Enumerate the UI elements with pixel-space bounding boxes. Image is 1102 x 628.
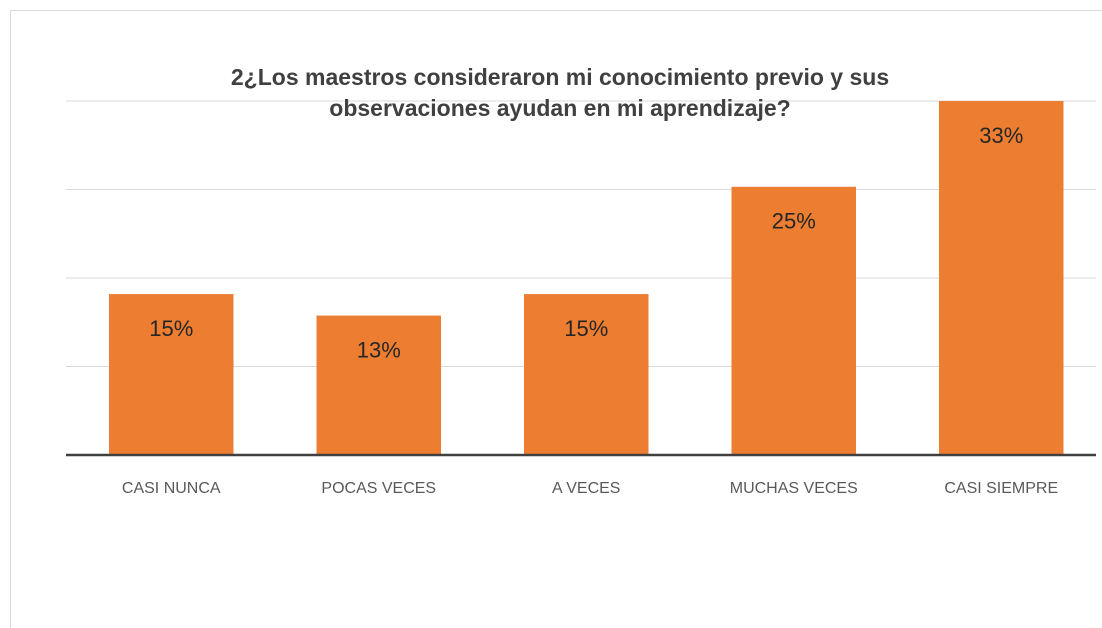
- bar: [731, 186, 856, 455]
- bar: [524, 294, 649, 455]
- chart-title: 2¿Los maestros consideraron mi conocimie…: [230, 64, 890, 121]
- bar: [939, 101, 1064, 455]
- bar: [316, 315, 441, 455]
- x-tick-label: CASI SIEMPRE: [944, 480, 1058, 497]
- chart-border: [10, 10, 1102, 628]
- x-tick-label: POCAS VECES: [321, 480, 436, 497]
- bar: [109, 294, 234, 455]
- data-label: 25%: [772, 209, 816, 234]
- data-label: 13%: [357, 337, 401, 362]
- data-label: 33%: [979, 123, 1023, 148]
- data-label: 15%: [564, 316, 608, 341]
- x-tick-label: CASI NUNCA: [122, 480, 221, 497]
- x-tick-label: MUCHAS VECES: [730, 480, 858, 497]
- data-label: 15%: [149, 316, 193, 341]
- x-tick-label: A VECES: [552, 480, 620, 497]
